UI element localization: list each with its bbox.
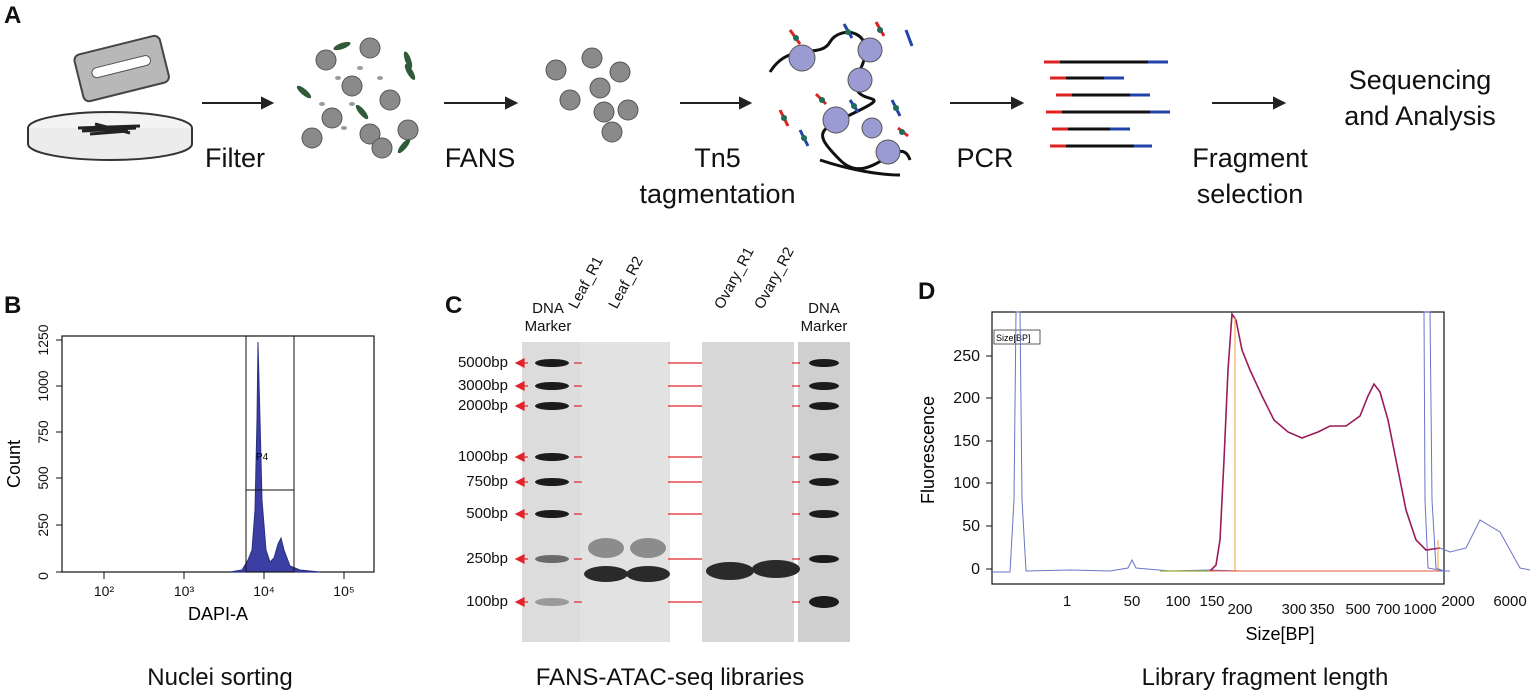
legend-label: Size[BP] [996,333,1031,343]
x-tick: 1 [1063,593,1071,610]
y-tick: 0 [971,561,980,578]
sample-trace [1209,311,1441,572]
y-tick: 250 [953,348,980,365]
gel-image [514,342,850,642]
step-label-tagmentation: Tn5 tagmentation [639,143,796,209]
x-axis-label: Size[BP] [1245,624,1314,644]
y-tick: 50 [962,518,980,535]
y-tick: 200 [953,390,980,407]
legend-box [993,329,1041,345]
bp-label: 500bp [466,505,508,522]
step-label-fragment-selection: Fragment selection [1192,143,1308,209]
bp-label: 1000bp [457,448,508,465]
y-tick: 750 [35,420,51,444]
workflow-arrows [202,96,1287,110]
workflow-diagram [27,21,1287,177]
caption-nuclei-sorting: Nuclei sorting [147,664,293,691]
step-label-sequencing: Sequencing and Analysis [1344,65,1496,131]
x-tick: 10² [94,583,115,599]
panel-letter-c: C [445,292,463,319]
x-tick: 200 [1227,601,1252,618]
x-tick: 10⁴ [253,583,275,599]
x-tick: 6000 [1493,593,1526,610]
y-axis-label: Count [4,440,24,488]
crude-nuclei-icon [296,37,419,159]
bp-label: 5000bp [457,354,508,371]
size-marker-lines [514,358,800,607]
y-tick: 100 [953,475,980,492]
x-tick: 50 [1124,593,1141,610]
caption-library-fragment-length: Library fragment length [1141,664,1389,691]
razor-blade-icon [73,34,170,103]
nuclei-sorting-histogram: P4 0 250 500 750 1000 1250 10² 10³ 10⁴ 1… [4,324,375,624]
panel-letter-a: A [4,2,22,29]
y-axis-label: Fluorescence [918,396,938,504]
x-tick: 10³ [174,583,195,599]
petri-dish-icon [27,111,193,161]
bp-label: 750bp [466,473,508,490]
lane-label-marker-left: DNA Marker [524,300,572,335]
x-tick: 700 [1375,601,1400,618]
gate-box [245,335,295,573]
gate-label: P4 [256,452,269,463]
pcr-fragments-icon [1044,60,1170,148]
caption-libraries: FANS-ATAC-seq libraries [535,664,805,691]
y-tick: 250 [35,513,51,537]
y-tick: 1000 [35,370,51,401]
sorted-nuclei-icon [545,47,639,143]
bp-label: 100bp [466,593,508,610]
x-tick: 2000 [1441,593,1474,610]
x-tick: 500 [1345,601,1370,618]
step-label-filter: Filter [205,143,265,173]
lane-label-marker-right: DNA Marker [800,300,848,335]
y-tick: 500 [35,466,51,490]
bp-label: 3000bp [457,377,508,394]
step-label-fans: FANS [444,143,516,173]
y-tick: 0 [35,572,51,580]
y-tick: 1250 [35,324,51,355]
x-axis-label: DAPI-A [188,604,248,624]
panel-letter-b: B [4,292,22,319]
panel-letter-d: D [918,278,936,305]
bp-label: 2000bp [457,397,508,414]
x-tick: 150 [1199,593,1224,610]
fragment-length-trace: Size[BP] 0 50 100 150 200 250 1 50 100 1… [918,311,1531,644]
y-tick: 150 [953,433,980,450]
x-tick: 300 [1281,601,1306,618]
x-tick: 350 [1309,601,1334,618]
step-label-pcr: PCR [956,143,1014,173]
x-tick: 1000 [1403,601,1436,618]
bp-label: 250bp [466,550,508,567]
dapi-histogram-series [229,341,321,573]
x-tick: 100 [1165,593,1190,610]
x-tick: 10⁵ [333,583,354,599]
tagmentation-chromatin-icon [768,21,914,177]
